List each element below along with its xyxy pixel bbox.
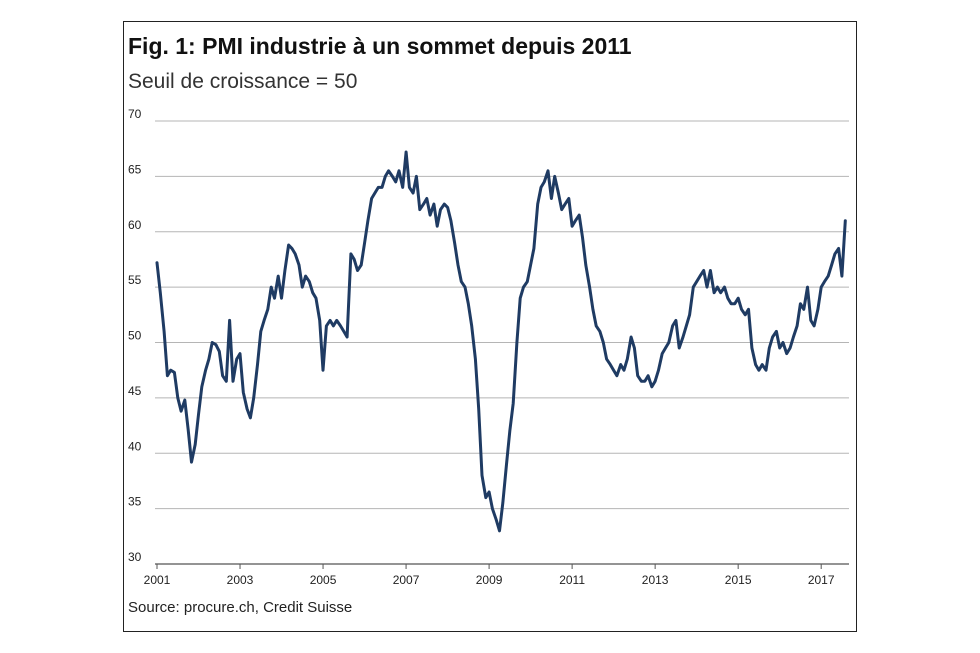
- series-line-pmi: [155, 150, 847, 533]
- series-layer: [155, 150, 847, 533]
- y-tick-label: 35: [128, 495, 142, 509]
- grid-lines: [155, 120, 849, 565]
- x-tick-label: 2013: [642, 573, 669, 587]
- chart-frame: [123, 21, 857, 632]
- x-tick-label: 2007: [393, 573, 420, 587]
- x-axis-ticks: 2001 2003 2005 2007 2009 2011 2013 2015 2017: [144, 564, 835, 587]
- x-tick-label: 2011: [559, 573, 585, 587]
- x-tick-label: 2003: [227, 573, 254, 587]
- y-tick-label: 50: [128, 329, 142, 343]
- y-tick-label: 60: [128, 218, 142, 232]
- y-axis-ticks: 30 35 40 45 50 55 60 65 70: [128, 107, 142, 564]
- y-tick-label: 65: [128, 162, 142, 176]
- y-tick-label: 40: [128, 439, 142, 453]
- chart-title: Fig. 1: PMI industrie à un sommet depuis…: [128, 33, 632, 59]
- y-tick-label: 30: [128, 550, 142, 564]
- x-tick-label: 2009: [476, 573, 503, 587]
- x-tick-label: 2005: [310, 573, 337, 587]
- x-tick-label: 2001: [144, 573, 171, 587]
- y-tick-label: 55: [128, 273, 142, 287]
- y-tick-label: 70: [128, 107, 142, 121]
- chart-subtitle: Seuil de croissance = 50: [128, 70, 358, 93]
- y-tick-label: 45: [128, 384, 142, 398]
- x-tick-label: 2015: [725, 573, 752, 587]
- source-note: Source: procure.ch, Credit Suisse: [128, 599, 353, 616]
- x-tick-label: 2017: [808, 573, 835, 587]
